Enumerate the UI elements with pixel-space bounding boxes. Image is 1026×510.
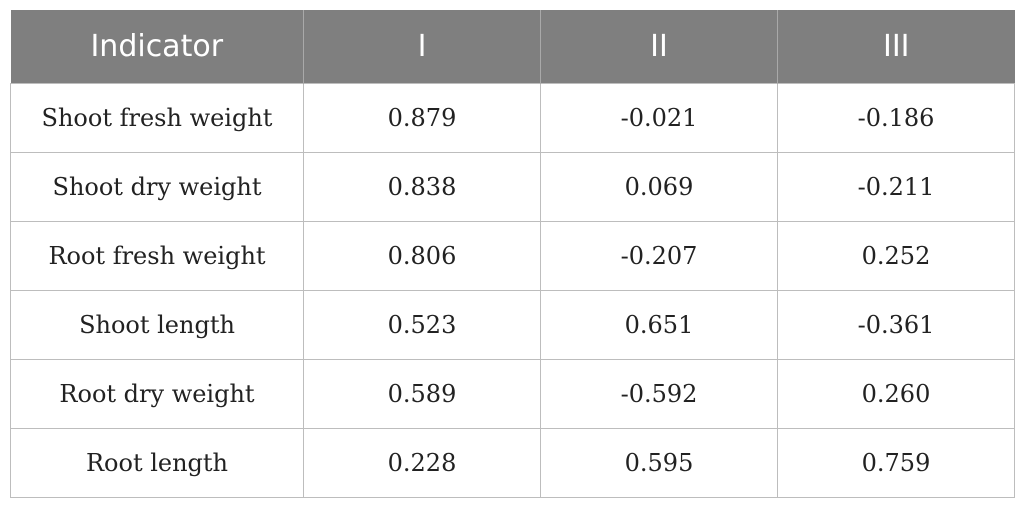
value-cell: -0.207 [540, 221, 778, 291]
table-row: Shoot length 0.523 0.651 -0.361 [10, 290, 1015, 360]
value-cell: -0.211 [777, 152, 1015, 222]
header-row: Indicator I II III [10, 10, 1015, 84]
value-cell: 0.838 [303, 152, 541, 222]
header-component-1: I [303, 10, 541, 84]
value-cell: 0.806 [303, 221, 541, 291]
table-body: Shoot fresh weight 0.879 -0.021 -0.186 S… [10, 83, 1015, 498]
header-indicator: Indicator [10, 10, 304, 84]
indicator-cell: Root fresh weight [10, 221, 304, 291]
value-cell: 0.523 [303, 290, 541, 360]
value-cell: 0.228 [303, 428, 541, 498]
loadings-table-container: Indicator I II III Shoot fresh weight 0.… [10, 10, 1015, 498]
indicator-cell: Root dry weight [10, 359, 304, 429]
value-cell: 0.589 [303, 359, 541, 429]
value-cell: -0.186 [777, 83, 1015, 153]
header-component-3: III [777, 10, 1015, 84]
table-row: Shoot fresh weight 0.879 -0.021 -0.186 [10, 83, 1015, 153]
indicator-cell: Root length [10, 428, 304, 498]
indicator-cell: Shoot length [10, 290, 304, 360]
table-row: Shoot dry weight 0.838 0.069 -0.211 [10, 152, 1015, 222]
table-row: Root fresh weight 0.806 -0.207 0.252 [10, 221, 1015, 291]
table-row: Root length 0.228 0.595 0.759 [10, 428, 1015, 498]
value-cell: 0.595 [540, 428, 778, 498]
value-cell: -0.592 [540, 359, 778, 429]
value-cell: 0.260 [777, 359, 1015, 429]
value-cell: 0.069 [540, 152, 778, 222]
indicator-cell: Shoot fresh weight [10, 83, 304, 153]
value-cell: -0.021 [540, 83, 778, 153]
value-cell: 0.759 [777, 428, 1015, 498]
table-row: Root dry weight 0.589 -0.592 0.260 [10, 359, 1015, 429]
loadings-table: Indicator I II III Shoot fresh weight 0.… [10, 10, 1015, 498]
value-cell: -0.361 [777, 290, 1015, 360]
table-header: Indicator I II III [10, 10, 1015, 84]
value-cell: 0.879 [303, 83, 541, 153]
header-component-2: II [540, 10, 778, 84]
value-cell: 0.252 [777, 221, 1015, 291]
value-cell: 0.651 [540, 290, 778, 360]
indicator-cell: Shoot dry weight [10, 152, 304, 222]
